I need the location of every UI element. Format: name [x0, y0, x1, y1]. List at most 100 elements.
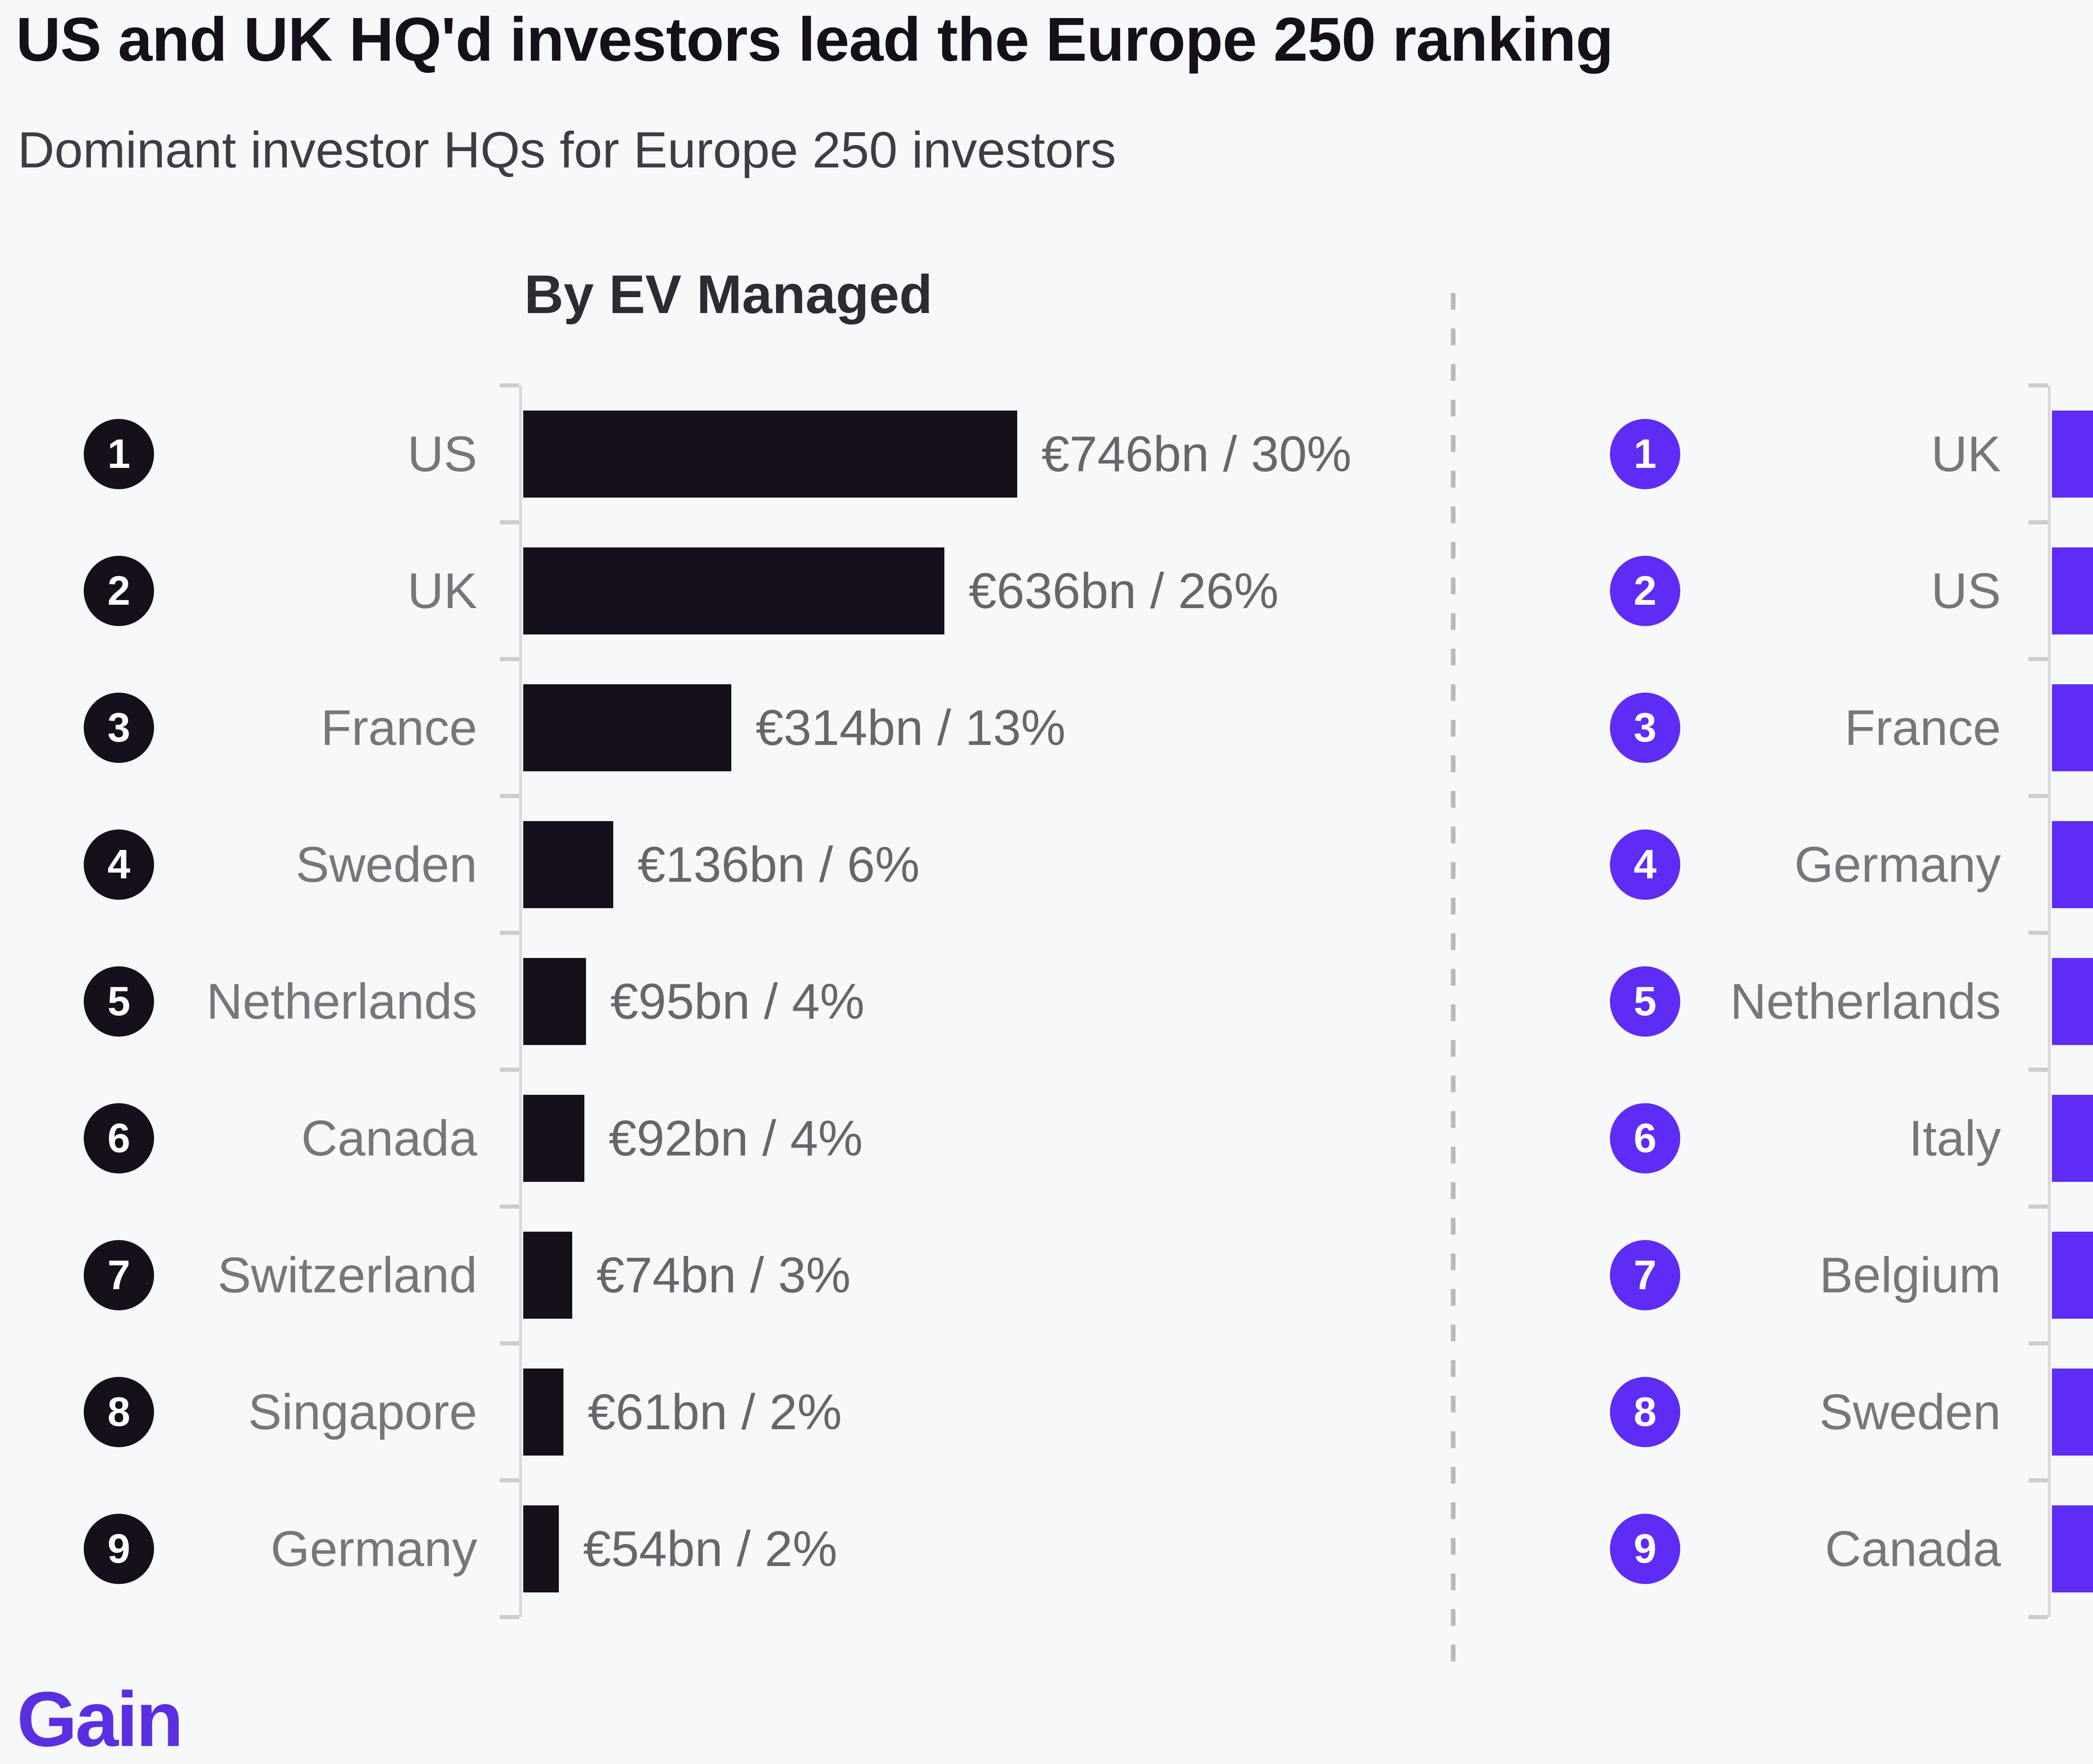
- chart-row: 4 Germany 15 firms / 6%: [1453, 796, 2093, 933]
- rank-badge: 5: [1610, 966, 1680, 1037]
- gain-logo: Gain: [17, 1676, 183, 1763]
- bar-group: 52 firms / 21%: [2052, 547, 2093, 634]
- country-label: Sweden: [296, 836, 477, 893]
- chart-row: 6 Canada €92bn / 4%: [0, 1070, 1453, 1207]
- value-label: €54bn / 2%: [583, 1520, 838, 1577]
- bar-group: €314bn / 13%: [523, 684, 1066, 771]
- dashed-divider: [1451, 293, 1455, 1670]
- value-label: €314bn / 13%: [756, 699, 1066, 756]
- chart-row: 7 Belgium 9 firms / 4%: [1453, 1207, 2093, 1343]
- bar: [2052, 1094, 2093, 1182]
- rank-badge: 4: [84, 829, 154, 900]
- chart-row: 2 UK €636bn / 26%: [0, 522, 1453, 659]
- page-subtitle: Dominant investor HQs for Europe 250 inv…: [18, 121, 1116, 178]
- country-label: France: [321, 699, 477, 756]
- rank-badge: 4: [1610, 829, 1680, 900]
- rank-badge: 5: [84, 966, 154, 1037]
- rank-badge: 7: [1610, 1240, 1680, 1310]
- chart-by-count: 1 UK 59 firms / 24% 2 US 52 firms / 21% …: [1453, 383, 2093, 1619]
- rank-badge: 2: [84, 555, 154, 626]
- rank-badge: 7: [84, 1240, 154, 1310]
- bar: [2052, 1231, 2093, 1319]
- bar-group: 59 firms / 24%: [2052, 410, 2093, 498]
- rank-badge: 6: [1610, 1103, 1680, 1173]
- rank-badge: 9: [84, 1513, 154, 1584]
- bar-group: €54bn / 2%: [523, 1505, 837, 1592]
- chart-by-ev-managed: 1 US €746bn / 30% 2 UK €636bn / 26% 3 Fr…: [0, 383, 1453, 1619]
- bar: [523, 1505, 559, 1592]
- country-label: Germany: [1794, 836, 2001, 893]
- bar-group: €746bn / 30%: [523, 410, 1352, 498]
- axis-tick-marks: [2029, 383, 2048, 1619]
- chart-row: 3 France 41 firms / 16%: [1453, 659, 2093, 796]
- bar: [2052, 684, 2093, 771]
- country-label: US: [1931, 562, 2001, 619]
- rank-badge: 8: [84, 1376, 154, 1447]
- page-title: US and UK HQ'd investors lead the Europe…: [16, 5, 1614, 74]
- bar: [2052, 958, 2093, 1045]
- bar: [523, 684, 731, 771]
- rank-badge: 6: [84, 1103, 154, 1173]
- bar-group: 10 firms / 4%: [2052, 1094, 2093, 1182]
- rank-badge: 1: [84, 419, 154, 489]
- rank-badge: 3: [1610, 692, 1680, 763]
- bar: [523, 821, 613, 908]
- chart-row: 5 Netherlands 13 firms / 5%: [1453, 933, 2093, 1070]
- bar-group: 7 firms / 3%: [2052, 1505, 2093, 1592]
- chart-row: 1 UK 59 firms / 24%: [1453, 385, 2093, 522]
- value-label: €61bn / 2%: [588, 1384, 842, 1440]
- bar-group: €136bn / 6%: [523, 821, 920, 908]
- chart-row: 8 Singapore €61bn / 2%: [0, 1343, 1453, 1480]
- country-label: Sweden: [1819, 1384, 2001, 1440]
- rank-badge: 8: [1610, 1376, 1680, 1447]
- chart-row: 4 Sweden €136bn / 6%: [0, 796, 1453, 933]
- bar: [523, 410, 1017, 498]
- country-label: UK: [407, 562, 477, 619]
- country-label: US: [407, 426, 477, 482]
- bar-group: €636bn / 26%: [523, 547, 1279, 634]
- bar-group: €61bn / 2%: [523, 1368, 842, 1456]
- rank-badge: 1: [1610, 419, 1680, 489]
- country-label: Italy: [1908, 1110, 2001, 1166]
- chart-rows: 1 US €746bn / 30% 2 UK €636bn / 26% 3 Fr…: [0, 385, 1453, 1617]
- bar: [2052, 547, 2093, 634]
- country-label: Canada: [1825, 1520, 2001, 1577]
- axis-tick-marks: [500, 383, 519, 1619]
- country-label: Belgium: [1819, 1247, 2001, 1303]
- chart-row: 9 Germany €54bn / 2%: [0, 1480, 1453, 1617]
- panel-header-ev-managed: By EV Managed: [524, 264, 933, 325]
- country-label: Netherlands: [1730, 973, 2001, 1030]
- country-label: France: [1844, 699, 2001, 756]
- bar: [523, 1231, 572, 1319]
- bar-group: 41 firms / 16%: [2052, 684, 2093, 771]
- country-label: Germany: [270, 1520, 477, 1577]
- value-label: €136bn / 6%: [638, 836, 920, 893]
- chart-row: 5 Netherlands €95bn / 4%: [0, 933, 1453, 1070]
- bar: [523, 547, 944, 634]
- bar-group: 13 firms / 5%: [2052, 958, 2093, 1045]
- bar: [2052, 410, 2093, 498]
- chart-row: 1 US €746bn / 30%: [0, 385, 1453, 522]
- bar: [523, 1094, 584, 1182]
- bar-group: 9 firms / 4%: [2052, 1231, 2093, 1319]
- y-axis-line: [2048, 385, 2051, 1617]
- chart-row: 8 Sweden 9 firms / 4%: [1453, 1343, 2093, 1480]
- value-label: €92bn / 4%: [609, 1110, 863, 1166]
- bar: [2052, 1368, 2093, 1456]
- country-label: Canada: [301, 1110, 477, 1166]
- bar: [2052, 821, 2093, 908]
- chart-row: 7 Switzerland €74bn / 3%: [0, 1207, 1453, 1343]
- country-label: Netherlands: [206, 973, 477, 1030]
- bar-group: 15 firms / 6%: [2052, 821, 2093, 908]
- value-label: €74bn / 3%: [597, 1247, 851, 1303]
- bar-group: 9 firms / 4%: [2052, 1368, 2093, 1456]
- bar-group: €74bn / 3%: [523, 1231, 851, 1319]
- bar: [523, 958, 586, 1045]
- country-label: Switzerland: [217, 1247, 477, 1303]
- chart-rows: 1 UK 59 firms / 24% 2 US 52 firms / 21% …: [1453, 385, 2093, 1617]
- y-axis-line: [519, 385, 522, 1617]
- bar-group: €95bn / 4%: [523, 958, 864, 1045]
- rank-badge: 2: [1610, 555, 1680, 626]
- value-label: €95bn / 4%: [610, 973, 865, 1030]
